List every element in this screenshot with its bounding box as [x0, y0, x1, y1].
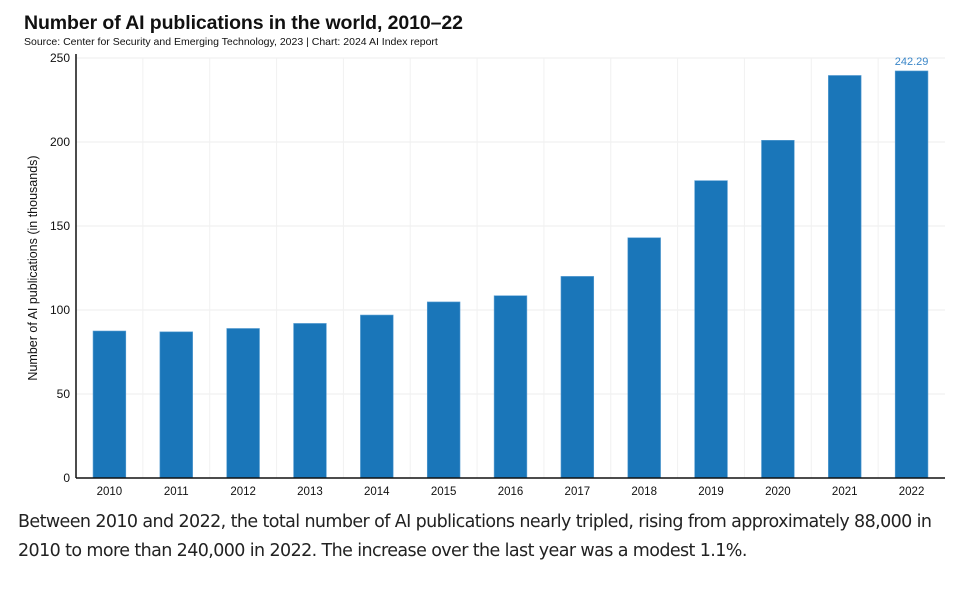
x-tick-label: 2019: [698, 486, 724, 498]
x-tick-label: 2016: [498, 486, 524, 498]
bar-2010: [92, 330, 127, 479]
grid: [76, 57, 945, 478]
x-tick-label: 2014: [364, 486, 390, 498]
x-tick-label: 2020: [765, 486, 791, 498]
chart-title: Number of AI publications in the world, …: [24, 12, 463, 34]
bar-2015: [426, 301, 461, 479]
x-tick-label: 2011: [164, 486, 189, 498]
data-labels: 242.29: [895, 56, 929, 68]
x-tick-labels: 2010 2011 2012 2013 2014 2015 2016 2017 2018 2019…: [97, 486, 925, 498]
bar-2021: [828, 75, 862, 479]
x-tick-label: 2015: [431, 486, 457, 498]
x-tick-label: 2021: [832, 486, 858, 498]
x-tick-label: 2010: [97, 486, 123, 498]
y-tick-label: 250: [50, 51, 70, 65]
bar-2014: [360, 314, 394, 479]
x-tick-label: 2013: [297, 486, 323, 498]
bar-2019: [694, 180, 728, 479]
bar-2011: [159, 331, 193, 479]
x-tick-label: 2012: [230, 486, 256, 498]
caption-text: Between 2010 and 2022, the total number …: [18, 512, 932, 561]
bar-2020: [761, 140, 795, 479]
y-tick-labels: 0 50 100 150 200 250: [50, 51, 70, 485]
bar-2018: [627, 237, 661, 479]
y-tick-label: 150: [50, 219, 70, 233]
data-label-2022: 242.29: [895, 56, 929, 68]
y-tick-label: 0: [63, 471, 70, 485]
x-tick-label: 2022: [899, 486, 925, 498]
x-tick-label: 2018: [631, 486, 657, 498]
bar-2012: [226, 328, 260, 479]
y-tick-label: 100: [50, 303, 70, 317]
y-tick-label: 50: [57, 387, 71, 401]
bar-2013: [293, 323, 327, 479]
chart-subtitle: Source: Center for Security and Emerging…: [24, 36, 438, 48]
bar-2016: [493, 295, 528, 479]
y-axis-label: Number of AI publications (in thousands): [26, 155, 40, 380]
bar-2022: [894, 70, 929, 479]
bars: [92, 70, 929, 479]
y-tick-label: 200: [50, 135, 70, 149]
bar-2017: [560, 276, 595, 479]
bar-chart: 0 50 100 150 200 250 2010 2011 2012 2013 2014 2015…: [26, 51, 945, 498]
x-tick-label: 2017: [565, 486, 591, 498]
